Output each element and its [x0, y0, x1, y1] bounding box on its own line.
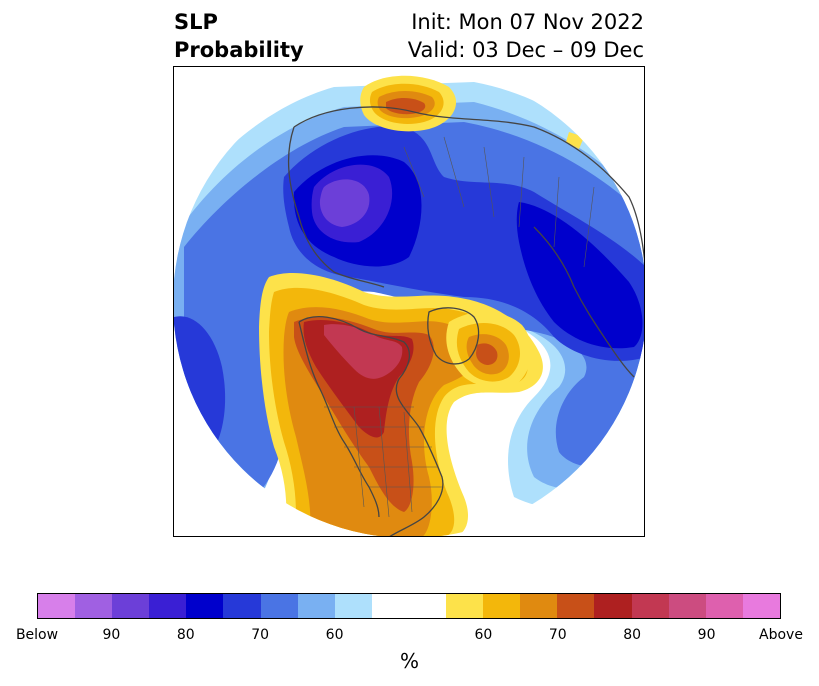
colorbar-tick-label: 80 — [623, 627, 642, 643]
colorbar-tick-label: 80 — [176, 627, 195, 643]
valid-range: Valid: 03 Dec – 09 Dec — [407, 38, 644, 62]
coastline-greenland — [427, 307, 480, 365]
colorbar-segment — [186, 594, 224, 618]
colorbar-tick-labels: Below 90 80 70 60 60 70 80 90 Above — [0, 627, 819, 647]
colorbar-segment — [112, 594, 150, 618]
colorbar-segment — [742, 594, 780, 618]
coastline-asia-pacific — [533, 226, 635, 378]
coastlines — [287, 106, 644, 536]
colorbar-segment — [594, 594, 632, 618]
colorbar-tick-label: 90 — [697, 627, 716, 643]
colorbar-segment — [297, 594, 335, 618]
title-line-2: Probability — [174, 38, 304, 62]
above-region-greenland-70 — [476, 343, 498, 365]
colorbar-segment — [149, 594, 187, 618]
above-region-scandinavia-70 — [386, 97, 426, 115]
colorbar-tick-label: 70 — [251, 627, 270, 643]
title-line-1: SLP — [174, 10, 218, 34]
colorbar-tick-label: 60 — [474, 627, 493, 643]
political-borders — [324, 136, 595, 518]
colorbar-tick-label: 70 — [548, 627, 567, 643]
colorbar-segment — [483, 594, 521, 618]
map-panel — [173, 66, 645, 537]
polar-map — [174, 67, 644, 536]
colorbar-segment — [223, 594, 261, 618]
map-title: SLP Probability — [174, 8, 304, 64]
colorbar-units: % — [399, 649, 419, 673]
colorbar-segment — [557, 594, 595, 618]
border-us-states — [324, 406, 442, 518]
colorbar-tick-label: 90 — [102, 627, 121, 643]
border-eurasia — [403, 136, 595, 268]
above-region-90 — [324, 324, 403, 379]
colorbar-segment — [334, 594, 372, 618]
below-region-80-east — [516, 202, 643, 349]
colorbar-segment — [75, 594, 113, 618]
colorbar-segment — [446, 594, 484, 618]
colorbar-segment — [260, 594, 298, 618]
colorbar-segment — [668, 594, 706, 618]
colorbar-segment — [631, 594, 669, 618]
coastline-eurasia — [287, 106, 644, 288]
colorbar-tick-label: 60 — [325, 627, 344, 643]
date-info: Init: Mon 07 Nov 2022 Valid: 03 Dec – 09… — [408, 8, 644, 64]
coastline-north-america — [298, 316, 444, 536]
colorbar-tick-label: Below — [15, 627, 59, 643]
colorbar — [37, 593, 781, 619]
colorbar-segment — [705, 594, 743, 618]
colorbar-segment — [520, 594, 558, 618]
below-region-95 — [319, 179, 370, 227]
probability-field — [174, 67, 644, 536]
init-date: Init: Mon 07 Nov 2022 — [411, 10, 644, 34]
colorbar-tick-label: Above — [759, 627, 803, 643]
colorbar-segment — [408, 594, 447, 618]
colorbar-segment — [371, 594, 409, 618]
colorbar-segment — [38, 594, 76, 618]
